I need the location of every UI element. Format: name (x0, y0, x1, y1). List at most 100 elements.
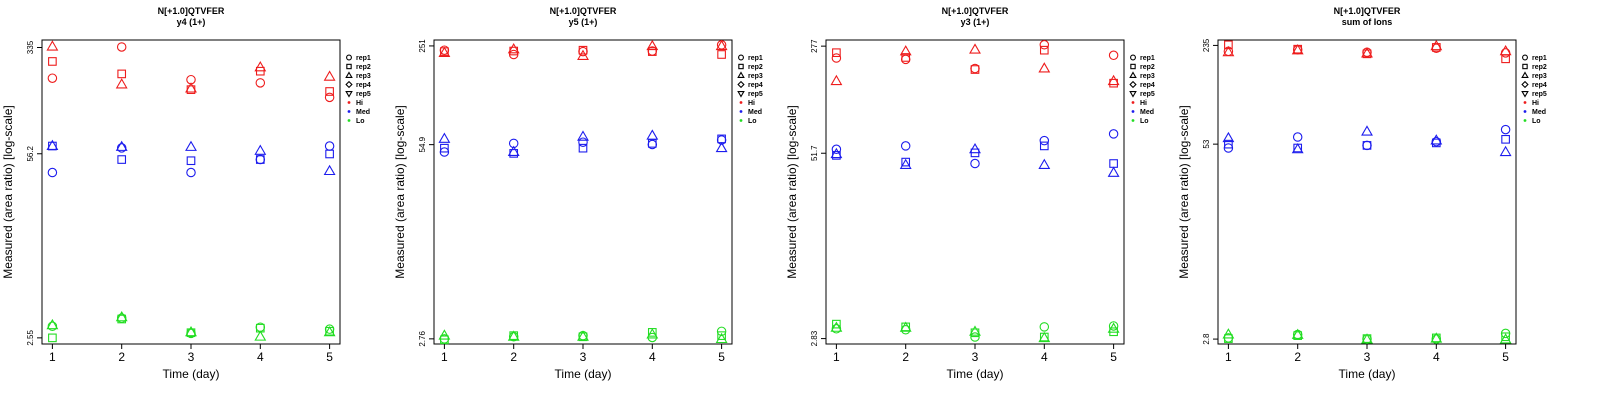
point-med-rep1-day2 (1292, 132, 1303, 142)
legend-med-icon (1523, 110, 1527, 113)
legend-rep5-icon (1129, 91, 1137, 98)
point-hi-rep2-day4 (647, 47, 657, 56)
point-lo-rep2-day1 (48, 333, 57, 343)
point-lo-rep3-day4 (1430, 332, 1443, 343)
legend-hi-icon (347, 101, 351, 104)
y-tick-label: 2.83 (810, 330, 819, 346)
point-hi-rep3-day4 (646, 39, 659, 51)
point-med-rep3-day1 (438, 132, 451, 143)
y-axis-label: Measured (area ratio) [log-scale] (1, 105, 15, 278)
point-lo-rep2-day1 (832, 319, 841, 329)
point-med-rep1-day5 (1500, 124, 1511, 135)
point-med-rep3-day5 (1107, 166, 1120, 177)
point-hi-rep2-day1 (832, 48, 841, 58)
point-hi-rep3-day3 (185, 82, 197, 93)
point-med-rep1-day5 (324, 141, 335, 151)
legend-med-label: Med (356, 109, 370, 116)
x-tick-label: 4 (1433, 350, 1440, 364)
legend-hi-label: Hi (1532, 100, 1539, 107)
y-tick-label: 277 (810, 39, 819, 53)
chart-title: N[+1.0]QTVFER (158, 6, 225, 16)
chart-panel-4: N[+1.0]QTVFER sum of Ions 1 2 3 4 5 2.8 53 235 Tim… (1176, 0, 1568, 400)
point-med-rep3-day2 (115, 140, 128, 151)
point-hi-rep3-day5 (715, 39, 728, 51)
chart-subtitle: y4 (1+) (177, 17, 206, 27)
point-hi-rep1-day1 (47, 73, 58, 83)
point-med-rep1-day3 (186, 167, 196, 178)
point-hi-rep2-day5 (717, 50, 726, 59)
point-lo-rep3-day4 (1038, 331, 1051, 343)
legend-rep1-icon (346, 54, 352, 61)
y-tick-label: 54.9 (418, 136, 427, 152)
point-med-rep3-day4 (1038, 158, 1051, 169)
legend-rep1-label: rep1 (1532, 55, 1547, 62)
point-med-rep3-day2 (507, 145, 520, 156)
plot-frame (1217, 39, 1517, 345)
point-hi-rep3-day1 (1222, 45, 1235, 57)
legend-hi-icon (1523, 101, 1527, 104)
legend-rep3-icon (1129, 71, 1137, 78)
point-med-rep2-day4 (255, 155, 265, 164)
legend-rep3-label: rep3 (1140, 73, 1155, 80)
point-hi-rep3-day2 (507, 43, 520, 54)
y-axis-label: Measured (area ratio) [log-scale] (393, 105, 407, 278)
point-hi-rep3-day3 (969, 43, 981, 54)
point-hi-rep3-day4 (254, 61, 267, 72)
legend: rep1 rep2 rep3 rep4 rep5 Hi Med Lo (1521, 54, 1547, 125)
y-tick-label: 51.7 (810, 145, 819, 161)
plot-frame (825, 39, 1125, 345)
chart-panel-3: N[+1.0]QTVFER y3 (1+) 1 2 3 4 5 2.83 51.7 277 Time… (784, 0, 1176, 400)
point-med-rep3-day1 (46, 139, 59, 150)
legend-hi-icon (739, 101, 743, 104)
x-axis-label: Time (day) (947, 367, 1004, 381)
legend-rep4-icon (737, 80, 745, 89)
x-tick-label: 3 (188, 350, 195, 364)
legend-rep3-icon (1521, 71, 1529, 78)
legend-rep3-icon (737, 71, 745, 78)
chart-title: N[+1.0]QTVFER (942, 6, 1009, 16)
chart-title: N[+1.0]QTVFER (1334, 6, 1401, 16)
point-hi-rep3-day3 (577, 49, 589, 60)
chart-panel-1: N[+1.0]QTVFER y4 (1+) 1 2 3 4 5 2.55 56.2 335 Time… (0, 0, 392, 400)
point-lo-rep3-day3 (577, 330, 589, 341)
point-hi-rep3-day1 (830, 74, 843, 86)
data-points (46, 40, 336, 343)
y-axis-label: Measured (area ratio) [log-scale] (785, 105, 799, 278)
point-med-rep2-day5 (1501, 134, 1510, 144)
chart-subtitle: y3 (1+) (961, 17, 990, 27)
legend-hi-label: Hi (356, 100, 363, 107)
point-med-rep3-day1 (830, 147, 843, 159)
point-lo-rep3-day1 (1222, 328, 1235, 339)
point-med-rep3-day3 (577, 130, 589, 141)
legend-rep5-label: rep5 (356, 91, 371, 98)
point-hi-rep3-day2 (1291, 44, 1304, 55)
chart-subtitle: y5 (1+) (569, 17, 598, 27)
point-med-rep3-day5 (715, 141, 728, 153)
point-lo-rep3-day4 (254, 330, 267, 341)
data-points (438, 39, 728, 345)
x-tick-label: 3 (580, 350, 587, 364)
point-med-rep2-day1 (1224, 139, 1233, 149)
legend-lo-icon (739, 119, 743, 122)
x-tick-label: 5 (1502, 350, 1509, 364)
x-tick-label: 5 (326, 350, 333, 364)
legend-lo-label: Lo (1532, 118, 1541, 125)
x-tick-label: 5 (1110, 350, 1117, 364)
point-lo-rep3-day3 (185, 325, 197, 337)
x-tick-label: 2 (902, 350, 909, 364)
point-lo-rep3-day1 (46, 318, 59, 330)
legend-med-icon (1131, 110, 1135, 113)
point-hi-rep2-day2 (117, 69, 127, 79)
data-points (830, 40, 1120, 343)
chart-subtitle: sum of Ions (1342, 17, 1393, 27)
data-points (1222, 39, 1512, 344)
legend-rep2-icon (1130, 63, 1136, 70)
legend-med-icon (347, 110, 351, 113)
legend-lo-icon (1523, 119, 1527, 122)
x-axis-label: Time (day) (555, 367, 612, 381)
legend-med-icon (739, 110, 743, 113)
point-hi-rep3-day5 (1499, 44, 1512, 56)
y-tick-label: 2.55 (26, 330, 35, 346)
y-tick-label: 2.8 (1202, 333, 1211, 345)
